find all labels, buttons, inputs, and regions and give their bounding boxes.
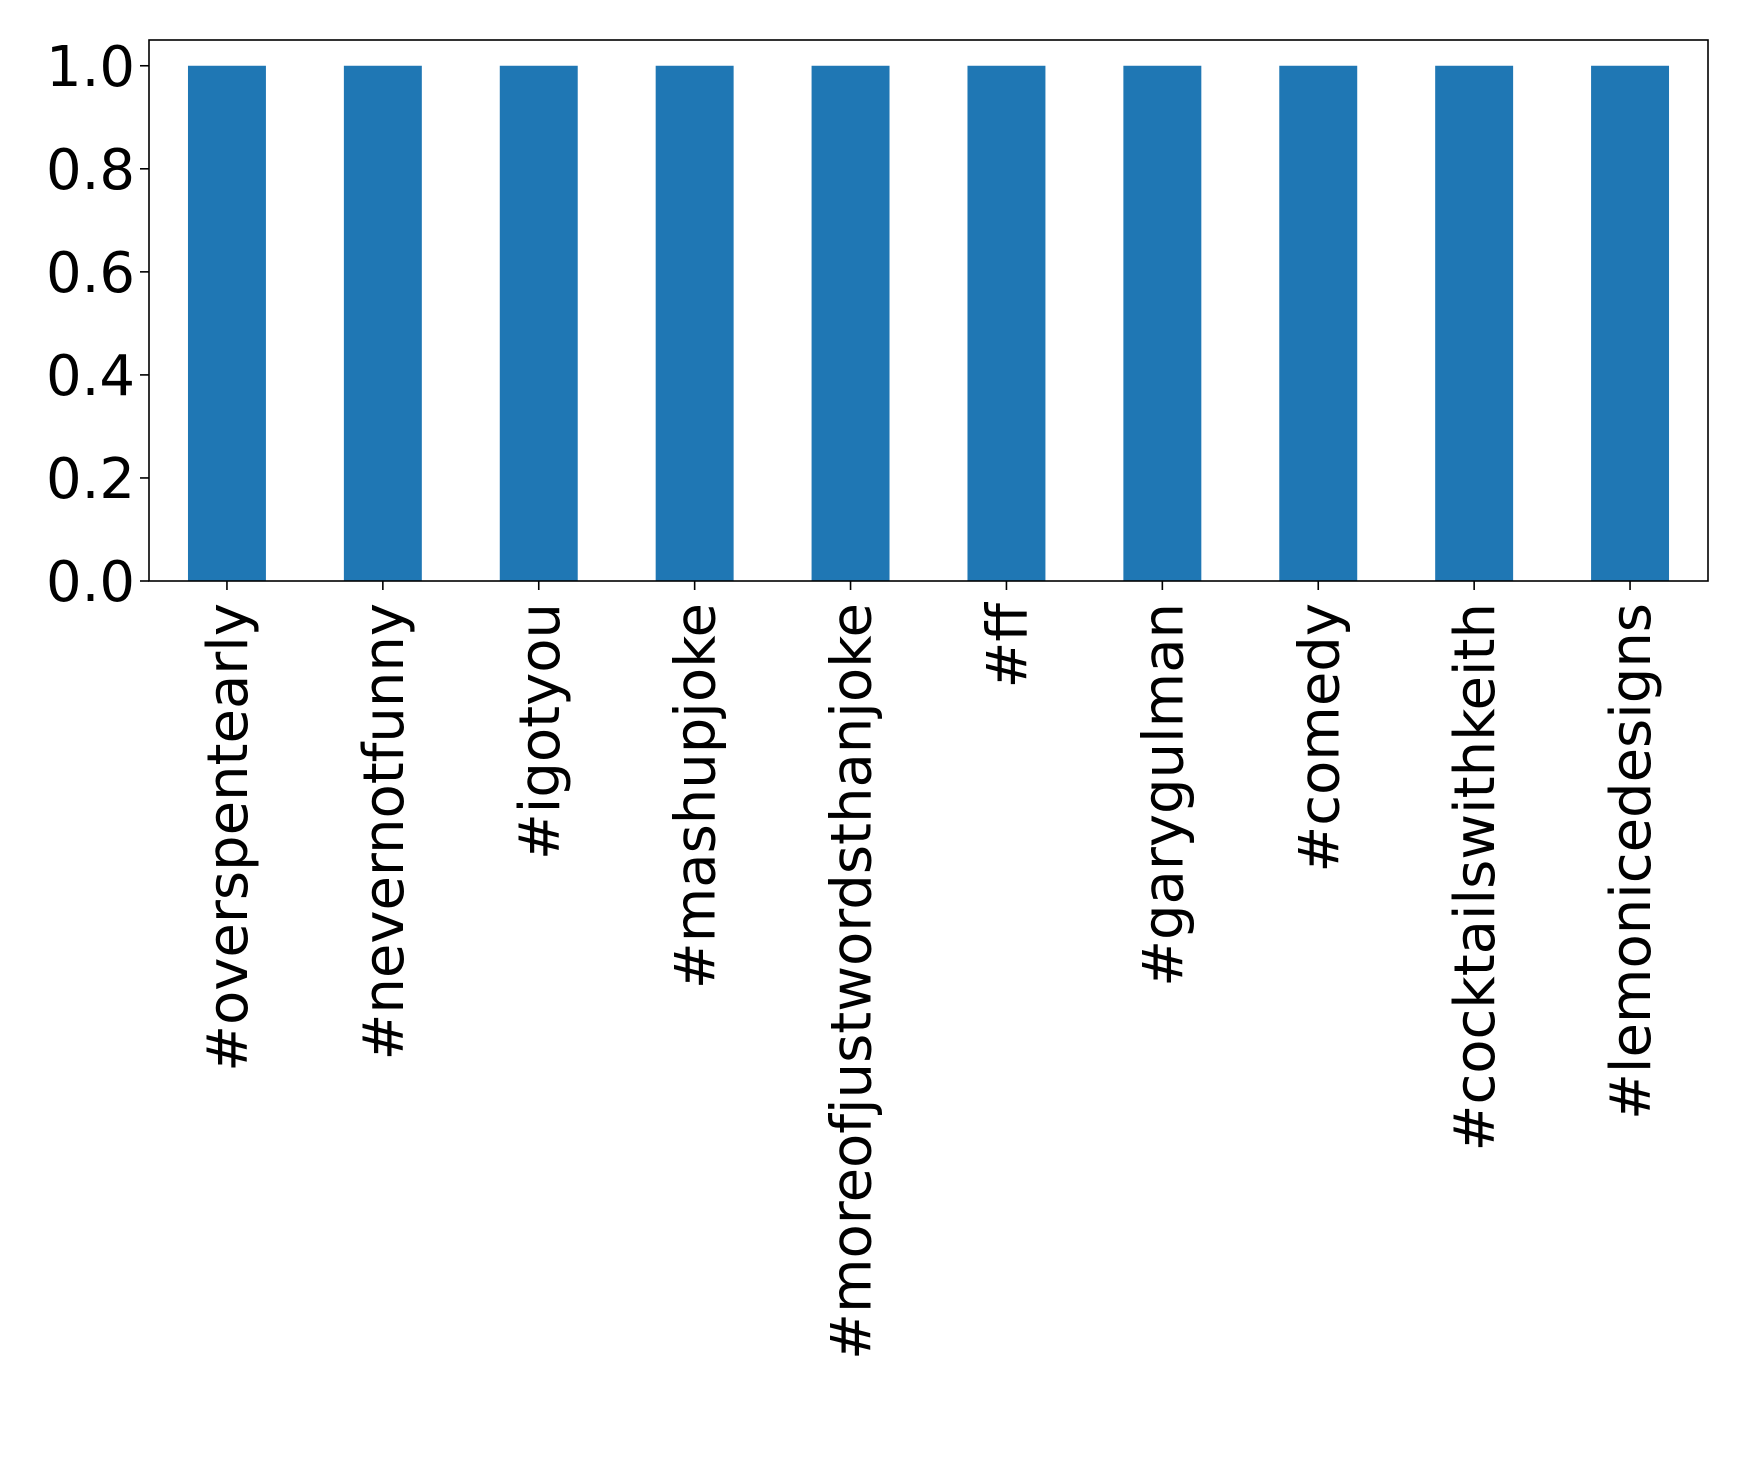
x-tick-label-3: #mashupjoke <box>664 603 729 989</box>
x-tick-label-5: #ff <box>975 602 1040 689</box>
bars-group <box>187 65 1670 581</box>
bar-4 <box>811 65 890 581</box>
bar-7 <box>1279 65 1358 581</box>
bar-3 <box>655 65 734 581</box>
y-tick-label-3: 0.6 <box>46 241 135 306</box>
bar-1 <box>343 65 422 581</box>
bar-9 <box>1591 65 1670 581</box>
x-tick-label-7: #comedy <box>1287 603 1352 873</box>
bar-0 <box>187 65 266 581</box>
x-tick-label-0: #overspentearly <box>196 603 261 1072</box>
y-tick-label-5: 1.0 <box>46 35 135 100</box>
x-tick-label-9: #lemonicedesigns <box>1599 603 1664 1120</box>
bar-8 <box>1435 65 1514 581</box>
x-tick-label-4: #moreofjustwordsthanjoke <box>820 603 885 1360</box>
y-tick-label-1: 0.2 <box>46 447 135 512</box>
y-tick-label-0: 0.0 <box>46 550 135 615</box>
bar-6 <box>1123 65 1202 581</box>
bar-2 <box>499 65 578 581</box>
x-axis: #overspentearly #nevernotfunny #igotyou #ma… <box>196 581 1664 1360</box>
bar-5 <box>967 65 1046 581</box>
y-axis: 0.0 0.2 0.4 0.6 0.8 1.0 <box>46 35 149 615</box>
x-tick-label-2: #igotyou <box>508 603 573 860</box>
x-tick-label-1: #nevernotfunny <box>352 603 417 1061</box>
y-tick-label-4: 0.8 <box>46 138 135 203</box>
x-tick-label-6: #garygulman <box>1131 603 1196 987</box>
x-tick-label-8: #cocktailswithkeith <box>1443 603 1508 1151</box>
plot-frame <box>148 39 1709 582</box>
y-tick-label-2: 0.4 <box>46 344 135 409</box>
